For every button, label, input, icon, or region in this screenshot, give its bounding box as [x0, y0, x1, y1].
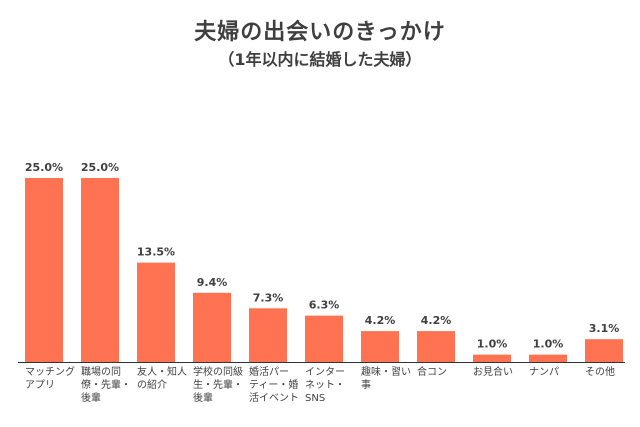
value-label-1: 25.0% [81, 161, 119, 174]
category-label-line: マッチング [25, 365, 75, 378]
category-label-8: お見合い [473, 365, 513, 378]
category-label-line: お見合い [473, 365, 513, 378]
category-label-0: マッチングアプリ [25, 365, 75, 391]
category-label-10: その他 [585, 365, 615, 378]
category-label-line: 後輩 [81, 391, 101, 404]
category-label-line: 事 [361, 378, 371, 391]
value-label-7: 4.2% [421, 314, 452, 327]
category-label-7: 合コン [417, 365, 447, 378]
category-label-line: 後輩 [193, 391, 213, 404]
bar-6 [361, 331, 399, 362]
bar-0 [25, 178, 63, 362]
value-label-6: 4.2% [365, 314, 396, 327]
value-label-3: 9.4% [197, 276, 228, 289]
bar-7 [417, 331, 455, 362]
category-label-line: 婚活パー [249, 365, 289, 378]
category-label-9: ナンパ [529, 366, 559, 378]
value-label-8: 1.0% [477, 338, 508, 351]
value-label-4: 7.3% [253, 291, 284, 304]
chart-subtitle: （1年以内に結婚した夫婦） [218, 50, 422, 69]
bar-3 [193, 292, 231, 362]
category-label-6: 趣味・習い事 [361, 365, 411, 391]
bar-8 [473, 354, 511, 362]
category-label-1: 職場の同僚・先輩・後輩 [81, 365, 131, 404]
value-label-10: 3.1% [589, 322, 620, 335]
category-label-line: その他 [585, 365, 615, 378]
category-label-4: 婚活パーティー・婚活イベント [249, 365, 299, 404]
value-label-5: 6.3% [309, 299, 340, 312]
category-label-line: 趣味・習い [361, 365, 411, 378]
category-label-line: ティー・婚 [249, 378, 298, 391]
bar-1 [81, 178, 119, 362]
value-label-2: 13.5% [137, 246, 175, 259]
category-label-3: 学校の同級生・先輩・後輩 [193, 365, 243, 404]
category-label-line: 学校の同級 [193, 365, 243, 378]
category-label-line: 合コン [417, 365, 447, 378]
value-label-9: 1.0% [533, 338, 564, 351]
category-label-line: アプリ [25, 379, 55, 391]
category-label-line: ネット・ [305, 379, 345, 391]
category-label-line: 職場の同 [81, 365, 121, 378]
bar-5 [305, 315, 343, 362]
category-label-line: インター [305, 366, 345, 378]
bar-10 [585, 339, 623, 362]
category-label-line: SNS [305, 393, 325, 404]
category-label-line: ナンパ [529, 366, 559, 378]
category-label-line: の紹介 [137, 378, 167, 391]
category-label-line: 生・先輩・ [193, 378, 243, 391]
bar-9 [529, 354, 567, 362]
category-label-line: 活イベント [249, 392, 299, 404]
chart-title: 夫婦の出会いのきっかけ [194, 20, 446, 45]
category-label-line: 友人・知人 [137, 365, 187, 378]
bar-2 [137, 262, 175, 362]
category-label-2: 友人・知人の紹介 [137, 365, 187, 391]
bar-4 [249, 308, 287, 362]
category-label-5: インターネット・ SNS [305, 366, 345, 404]
category-label-line: 僚・先輩・ [81, 378, 131, 391]
value-label-0: 25.0% [25, 161, 63, 174]
